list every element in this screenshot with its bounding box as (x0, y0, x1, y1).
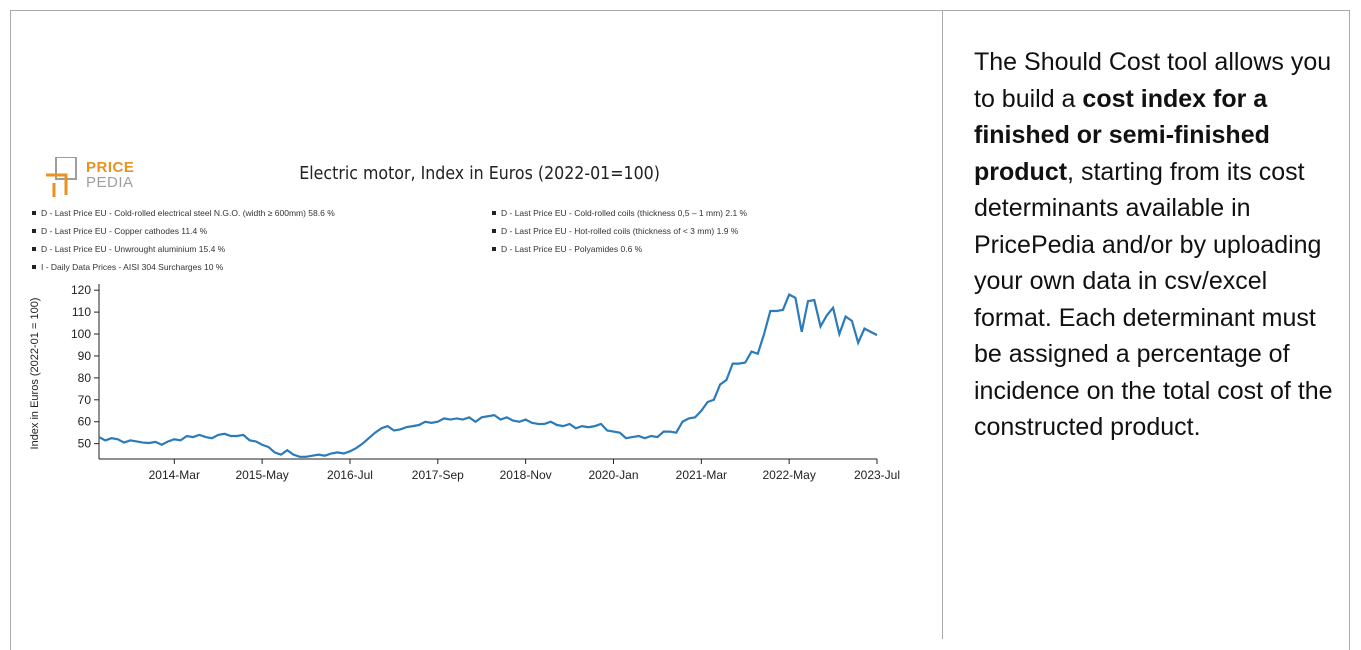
series-line (98, 293, 878, 458)
legend-item[interactable]: D - Last Price EU - Cold-rolled coils (t… (492, 208, 747, 218)
logo-mark-icon (46, 156, 77, 197)
y-axis-label: Index in Euros (2022-01 = 100) (29, 298, 41, 450)
chart-title: Electric motor, Index in Euros (2022-01=… (299, 163, 660, 184)
x-tick-label: 2014-Mar (149, 468, 200, 482)
y-tick-label: 100 (71, 327, 91, 341)
page-frame (10, 10, 1350, 650)
y-tick-label: 110 (72, 305, 91, 319)
x-tick-label: 2022-May (762, 468, 815, 482)
legend-item[interactable]: D - Last Price EU - Unwrought aluminium … (32, 244, 225, 254)
y-tick-label: 50 (78, 437, 92, 451)
chart-legend: D - Last Price EU - Cold-rolled electric… (32, 208, 912, 278)
y-tick-label: 60 (78, 415, 92, 429)
legend-item[interactable]: I - Daily Data Prices - AISI 304 Surchar… (32, 262, 223, 272)
x-tick-label: 2018-Nov (500, 468, 552, 482)
panel-divider (942, 10, 943, 639)
y-tick-label: 70 (78, 393, 92, 407)
description-bold: cost index for a finished or semi-finish… (974, 84, 1270, 186)
x-tick-label: 2016-Jul (327, 468, 373, 482)
logo-price-text: PRICE (86, 159, 135, 176)
x-tick-label: 2021-Mar (676, 468, 727, 482)
legend-item[interactable]: D - Last Price EU - Polyamides 0.6 % (492, 244, 642, 254)
legend-item[interactable]: D - Last Price EU - Cold-rolled electric… (32, 208, 335, 218)
chart-panel: PRICE PEDIA Electric motor, Index in Eur… (22, 150, 902, 490)
x-tick-label: 2015-May (235, 468, 288, 482)
x-tick-label: 2017-Sep (412, 468, 464, 482)
pricepedia-logo: PRICE PEDIA (44, 156, 154, 197)
description-part2: , starting from its cost determinants av… (974, 157, 1333, 442)
legend-item[interactable]: D - Last Price EU - Hot-rolled coils (th… (492, 226, 738, 236)
y-tick-label: 90 (78, 349, 92, 363)
description-text: The Should Cost tool allows you to build… (974, 44, 1334, 446)
x-tick-label: 2020-Jan (588, 468, 638, 482)
x-tick-label: 2023-Jul (854, 468, 900, 482)
line-chart: 50 60 70 80 90 100 110 120 2014-Mar 2015-May 2016… (29, 283, 900, 482)
description-part1: The Should Cost tool allows you to build… (974, 48, 1332, 113)
y-tick-label: 80 (78, 371, 92, 385)
x-axis: 2014-Mar 2015-May 2016-Jul 2017-Sep 2018-Nov… (99, 458, 900, 482)
legend-item[interactable]: D - Last Price EU - Copper cathodes 11.4… (32, 226, 207, 236)
y-tick-label: 120 (71, 283, 91, 297)
y-axis: 50 60 70 80 90 100 110 120 (71, 283, 100, 459)
logo-pedia-text: PEDIA (86, 174, 134, 191)
